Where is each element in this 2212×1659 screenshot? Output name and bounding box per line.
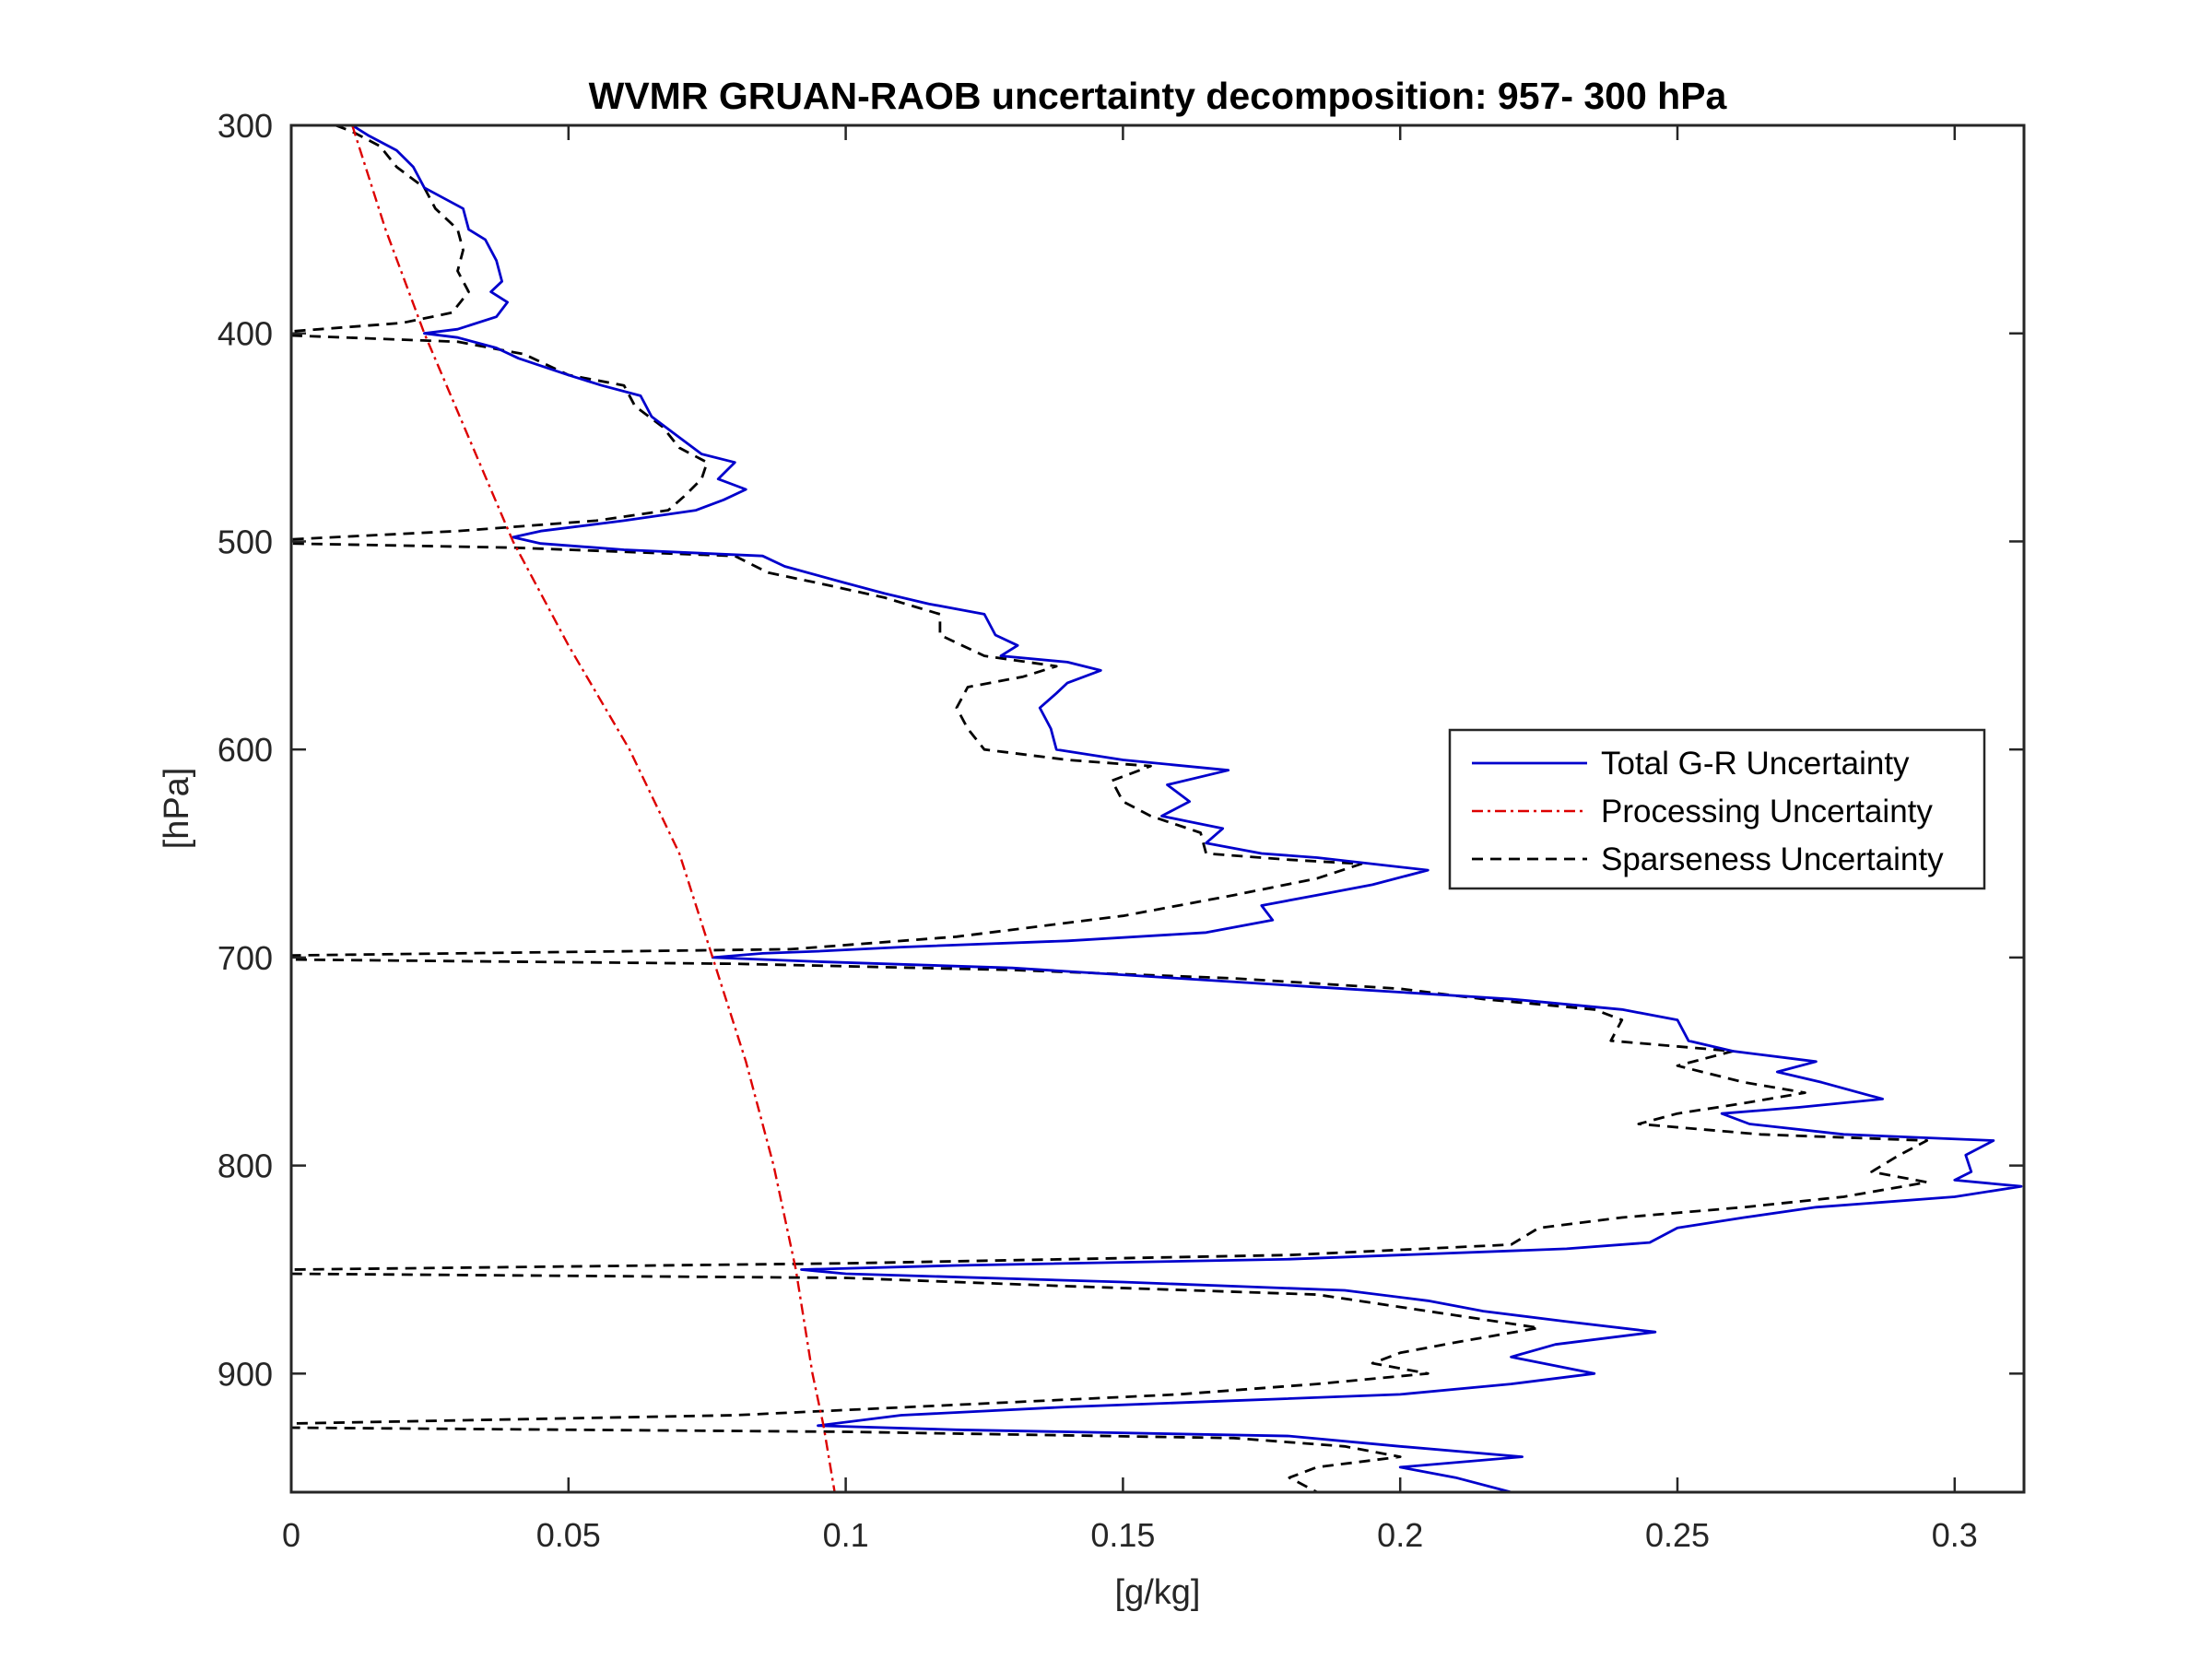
- x-tick-label: 0.2: [1377, 1516, 1423, 1554]
- legend: Total G-R Uncertainty Processing Uncertai…: [1448, 728, 1986, 890]
- y-tick-label: 900: [218, 1355, 273, 1393]
- y-tick-label: 400: [218, 315, 273, 353]
- legend-label: Sparseness Uncertainty: [1601, 841, 1944, 877]
- legend-items: Total G-R Uncertainty Processing Uncertai…: [1472, 746, 1944, 877]
- y-tick-label: 300: [218, 107, 273, 145]
- ticks-layer: 0 0.05 0.1 0.15 0.2 0.25 0.3 300 400 500 600 700 800…: [218, 107, 2024, 1554]
- y-tick-label: 700: [218, 939, 273, 977]
- series-layer: [289, 124, 2023, 1494]
- x-tick-label: 0.1: [823, 1516, 869, 1554]
- series-line-sparseness-uncertainty: [289, 124, 1929, 1494]
- y-axis-label: [hPa]: [158, 768, 196, 850]
- x-axis-label: [g/kg]: [1115, 1573, 1201, 1612]
- series-line-processing-uncertainty: [351, 124, 836, 1493]
- legend-label: Total G-R Uncertainty: [1601, 746, 1910, 782]
- series-line-total-g-r-uncertainty: [351, 124, 2023, 1494]
- y-tick-label: 800: [218, 1147, 273, 1185]
- x-tick-label: 0.05: [536, 1516, 601, 1554]
- legend-label: Processing Uncertainty: [1601, 794, 1933, 830]
- x-tick-label: 0.3: [1932, 1516, 1978, 1554]
- legend-box: [1448, 728, 1986, 890]
- x-tick-label: 0.15: [1090, 1516, 1155, 1554]
- plot-frame: [289, 124, 2026, 1494]
- x-tick-label: 0.25: [1645, 1516, 1710, 1554]
- y-tick-label: 600: [218, 731, 273, 769]
- x-tick-label: 0: [282, 1516, 300, 1554]
- y-tick-label: 500: [218, 523, 273, 560]
- chart-title: WVMR GRUAN-RAOB uncertainty decompositio…: [589, 75, 1728, 117]
